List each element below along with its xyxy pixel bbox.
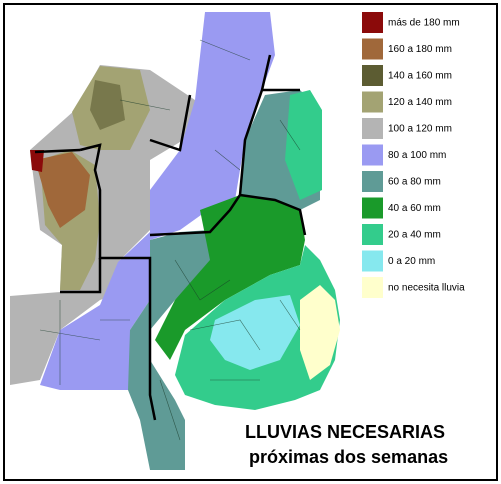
region-lightgreen-north [285,90,322,200]
legend-swatch [362,224,383,245]
region-darkolive [90,80,125,130]
legend-label: 60 a 80 mm [388,177,441,188]
region-cyan [210,295,300,370]
province-border [79,143,157,421]
legend-label: 120 a 140 mm [388,97,452,108]
legend-label: 0 a 20 mm [388,256,435,267]
legend-swatch [362,118,383,139]
legend-swatch [362,12,383,33]
legend-swatch [362,38,383,60]
province-border [239,193,307,236]
legend: más de 180 mm 160 a 180 mm 140 a 160 mm 120… [362,12,465,298]
legend-swatch [362,197,383,219]
province-border [149,94,192,152]
legend-label: más de 180 mm [388,18,460,29]
legend-swatch [362,91,383,113]
region-purple [40,12,275,390]
region-green [155,195,305,360]
province-border [34,148,81,154]
title-line-2: próximas dos semanas [249,447,448,467]
map [10,12,340,470]
legend-swatch [362,171,383,192]
province-border [60,258,102,294]
legend-label: 100 a 120 mm [388,124,452,135]
legend-label: no necesita lluvia [388,283,465,294]
legend-swatch [362,250,383,272]
region-red [30,150,44,172]
legend-swatch [362,65,383,86]
legend-label: 20 a 40 mm [388,230,441,241]
district-lines [39,39,301,441]
legend-label: 160 a 180 mm [388,44,452,55]
legend-label: 140 a 160 mm [388,71,452,82]
legend-label: 80 a 100 mm [388,150,446,161]
legend-swatch [362,144,383,166]
region-brown [35,152,90,228]
region-gray [10,65,200,385]
legend-label: 40 a 60 mm [388,203,441,214]
title-line-1: LLUVIAS NECESARIAS [245,422,445,442]
region-yellow [300,285,340,380]
legend-swatch [362,277,383,298]
